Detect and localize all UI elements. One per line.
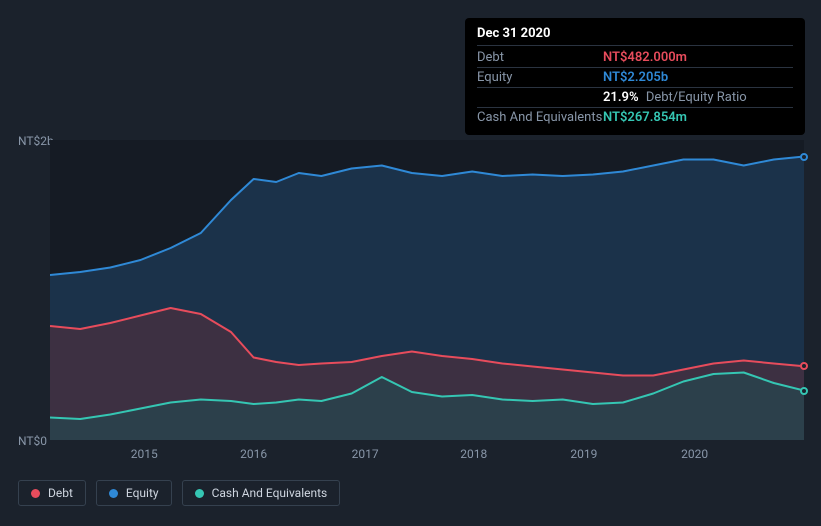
- tooltip-row: Equity NT$2.205b: [477, 68, 793, 88]
- y-axis-label-top: NT$2b: [18, 134, 54, 148]
- x-axis-tick: 2018: [460, 447, 487, 461]
- area-chart[interactable]: NT$2b NT$0 2015 2016 2017 2018 2019 2020: [18, 120, 804, 470]
- dot-icon: [109, 489, 118, 498]
- legend-label: Cash And Equivalents: [212, 486, 328, 500]
- legend-label: Equity: [126, 486, 159, 500]
- series-end-marker: [800, 153, 808, 161]
- x-axis: 2015 2016 2017 2018 2019 2020: [50, 445, 804, 465]
- legend-item-cash[interactable]: Cash And Equivalents: [182, 480, 341, 506]
- tooltip-value: NT$2.205b: [603, 70, 668, 85]
- x-axis-tick: 2020: [681, 447, 708, 461]
- tooltip-date: Dec 31 2020: [477, 26, 793, 46]
- tooltip-row: 21.9% Debt/Equity Ratio: [477, 88, 793, 108]
- tooltip-suffix: Debt/Equity Ratio: [646, 90, 747, 105]
- legend-item-debt[interactable]: Debt: [18, 480, 86, 506]
- tooltip-value: NT$482.000m: [603, 50, 687, 65]
- y-axis-label-bottom: NT$0: [18, 434, 47, 448]
- x-axis-tick: 2016: [240, 447, 267, 461]
- legend: Debt Equity Cash And Equivalents: [18, 480, 340, 506]
- plot-area[interactable]: [50, 140, 804, 440]
- legend-item-equity[interactable]: Equity: [96, 480, 172, 506]
- series-end-marker: [800, 387, 808, 395]
- tooltip-box: Dec 31 2020 Debt NT$482.000m Equity NT$2…: [465, 18, 805, 135]
- chart-svg: [50, 140, 804, 440]
- tooltip-row: Debt NT$482.000m: [477, 48, 793, 68]
- tooltip-label: Equity: [477, 70, 603, 85]
- tooltip-value: 21.9%: [603, 90, 639, 105]
- x-axis-tick: 2015: [131, 447, 158, 461]
- dot-icon: [31, 489, 40, 498]
- tooltip-label: [477, 90, 603, 105]
- series-end-marker: [800, 362, 808, 370]
- legend-label: Debt: [48, 486, 73, 500]
- tooltip-label: Debt: [477, 50, 603, 65]
- dot-icon: [195, 489, 204, 498]
- x-axis-tick: 2019: [570, 447, 597, 461]
- x-axis-tick: 2017: [352, 447, 379, 461]
